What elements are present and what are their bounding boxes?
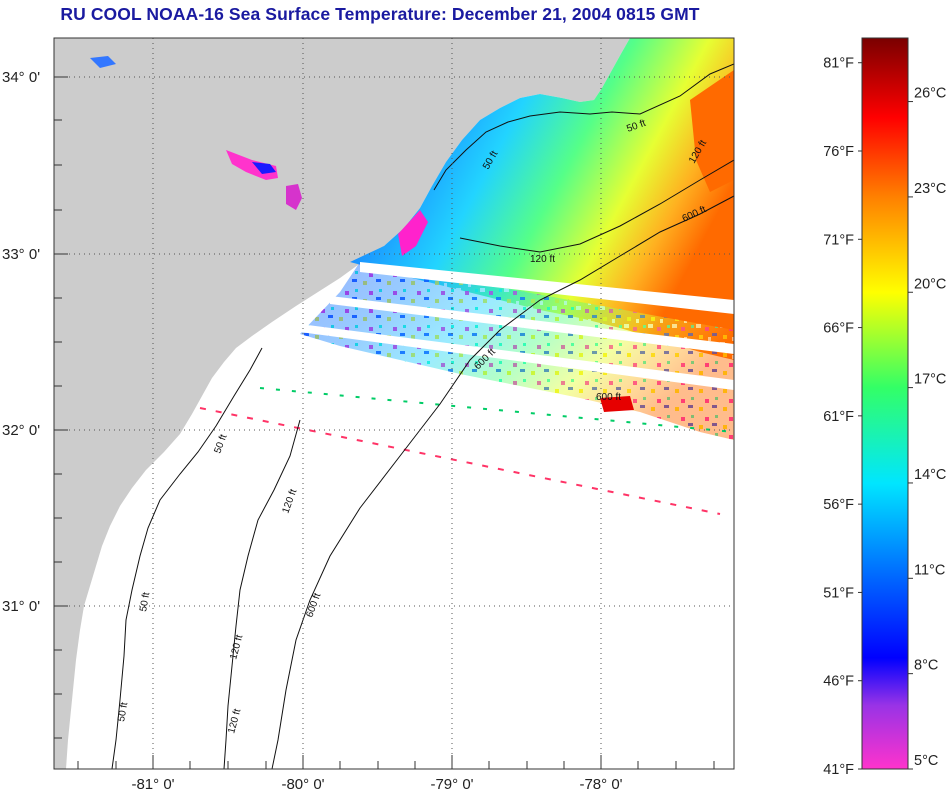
- contour-label: 120 ft: [530, 254, 555, 265]
- swath-gap: [330, 296, 734, 354]
- land-area: [54, 38, 630, 769]
- colorbar-fahrenheit-label: 46°F: [823, 674, 854, 690]
- colorbar-celsius-label: 8°C: [914, 658, 938, 674]
- inland-sst-patch: [90, 56, 116, 68]
- colorbar-fahrenheit-label: 61°F: [823, 409, 854, 425]
- lon-tick-label: -79° 0': [430, 776, 473, 793]
- contour-label: 50 ft: [138, 591, 152, 612]
- warm-patch: [600, 396, 634, 412]
- plot-frame: [53, 37, 735, 770]
- inland-sst-patch: [286, 184, 302, 210]
- lon-tick-label: -80° 0': [281, 776, 324, 793]
- map-title: RU COOL NOAA-16 Sea Surface Temperature:…: [60, 4, 700, 24]
- colorbar-fahrenheit-label: 76°F: [823, 144, 854, 160]
- colorbar-labels: 81°F 76°F 71°F 66°F 61°F 56°F 51°F 46°F 41°F 26°C…: [823, 56, 946, 778]
- colorbar-celsius-label: 17°C: [914, 372, 946, 388]
- inland-sst-patch: [252, 162, 276, 174]
- swath-gap: [300, 324, 734, 390]
- swath-gap: [360, 262, 734, 314]
- contour-50ft: [111, 63, 734, 769]
- lat-tick-label: 33° 0': [2, 246, 40, 263]
- colorbar-celsius-label: 14°C: [914, 467, 946, 483]
- colorbar-celsius-label: 11°C: [914, 562, 945, 578]
- lat-tick-label: 32° 0': [2, 422, 40, 439]
- colorbar-fahrenheit-label: 71°F: [823, 232, 854, 248]
- lat-tick-label: 34° 0': [2, 69, 40, 86]
- colorbar-celsius-label: 5°C: [914, 753, 938, 769]
- colorbar-fahrenheit-label: 51°F: [823, 585, 854, 601]
- lat-tick-label: 31° 0': [2, 598, 40, 615]
- colorbar: [861, 37, 909, 770]
- colorbar-celsius-label: 23°C: [914, 181, 946, 197]
- axis-ticks: [54, 76, 715, 769]
- warm-gulf-stream: [690, 70, 734, 192]
- contour-600ft: [271, 195, 734, 769]
- colorbar-fahrenheit-label: 56°F: [823, 497, 854, 513]
- coastal-cold-water: [398, 210, 428, 256]
- lon-tick-label: -81° 0': [131, 776, 174, 793]
- colorbar-fahrenheit-label: 66°F: [823, 321, 854, 337]
- contour-120ft: [223, 159, 734, 769]
- colorbar-celsius-label: 20°C: [914, 276, 946, 292]
- gridlines: [54, 38, 734, 769]
- colorbar-fahrenheit-label: 81°F: [823, 56, 854, 72]
- contour-label: 50 ft: [116, 701, 130, 722]
- contour-label: 600 ft: [596, 392, 621, 403]
- colorbar-celsius-label: 26°C: [914, 86, 946, 102]
- colorbar-fahrenheit-label: 41°F: [823, 762, 854, 778]
- lon-tick-label: -78° 0': [579, 776, 622, 793]
